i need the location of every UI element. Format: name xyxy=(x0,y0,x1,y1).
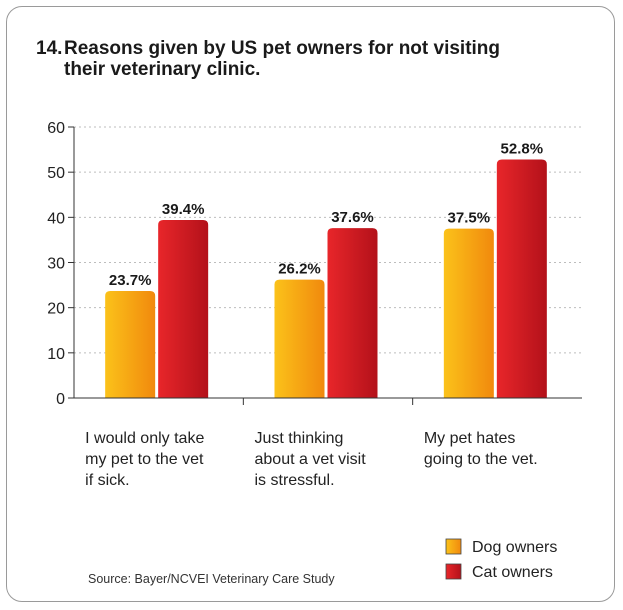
category-label: Just thinking xyxy=(255,430,344,447)
category-label: if sick. xyxy=(85,472,129,489)
bar-dog-2 xyxy=(274,279,325,398)
source-note: Source: Bayer/NCVEI Veterinary Care Stud… xyxy=(88,572,335,586)
category-label: My pet hates xyxy=(424,430,516,447)
y-tick-label: 40 xyxy=(47,210,65,227)
y-tick-label: 20 xyxy=(47,301,65,318)
legend-label-cat: Cat owners xyxy=(472,564,553,581)
legend-swatch-cat xyxy=(445,563,462,580)
bar-cat-3 xyxy=(496,159,547,398)
data-label: 23.7% xyxy=(109,272,152,289)
category-label: is stressful. xyxy=(255,472,335,489)
y-tick-label: 10 xyxy=(47,346,65,363)
bar-cat-1 xyxy=(158,220,209,398)
data-label: 37.5% xyxy=(448,210,491,227)
chart-title-line1: Reasons given by US pet owners for not v… xyxy=(64,38,501,59)
bar-dog-3 xyxy=(443,228,494,398)
bar-dog-1 xyxy=(105,290,156,398)
data-label: 37.6% xyxy=(331,209,374,226)
y-tick-label: 30 xyxy=(47,256,65,273)
chart-number: 14. xyxy=(36,38,63,59)
chart-title-line2: their veterinary clinic. xyxy=(64,59,261,80)
category-label: my pet to the vet xyxy=(85,451,204,468)
chart-title: 14.Reasons given by US pet owners for no… xyxy=(36,38,576,80)
category-label: I would only take xyxy=(85,430,204,447)
data-label: 26.2% xyxy=(278,261,321,278)
bar-cat-2 xyxy=(327,228,378,398)
legend-swatch-dog xyxy=(445,538,462,555)
category-label: going to the vet. xyxy=(424,451,538,468)
data-label: 39.4% xyxy=(162,201,205,218)
y-tick-label: 60 xyxy=(47,120,65,137)
category-label: about a vet visit xyxy=(255,451,367,468)
data-label: 52.8% xyxy=(501,141,544,158)
legend-label-dog: Dog owners xyxy=(472,539,557,556)
y-tick-label: 0 xyxy=(56,391,65,408)
y-tick-label: 50 xyxy=(47,165,65,182)
